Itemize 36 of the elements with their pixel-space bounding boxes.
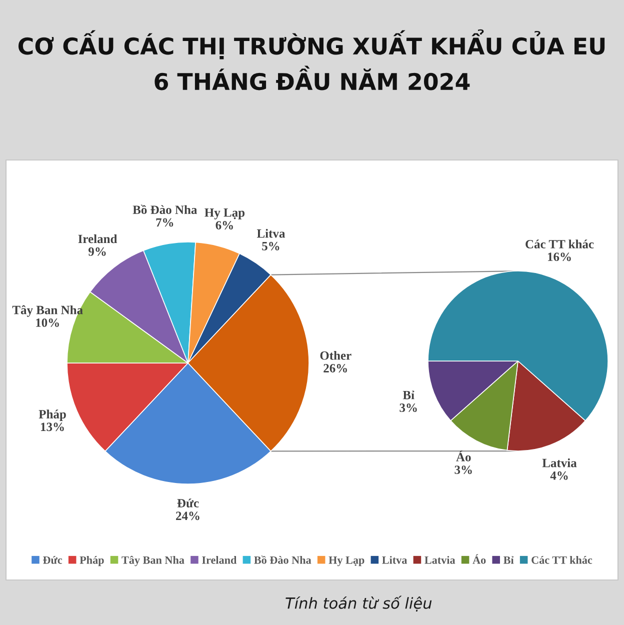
data-label: 3% xyxy=(400,404,417,412)
legend-label: Latvia xyxy=(424,556,456,564)
slice-label: Các TT khác xyxy=(526,240,594,248)
slice-label: Latvia xyxy=(542,458,577,468)
legend-label: Hy Lạp xyxy=(328,556,364,566)
legend-label: Các TT khác xyxy=(532,556,592,564)
slice-label: Other xyxy=(320,351,352,360)
legend-label: Áo xyxy=(472,554,486,564)
slice-label: Bỉ xyxy=(402,390,414,400)
slice-label: Áo xyxy=(456,450,471,462)
data-label: 6% xyxy=(216,221,233,230)
slice-label: Pháp xyxy=(38,410,66,421)
data-label: 10% xyxy=(36,318,59,327)
slice-label: Hy Lạp xyxy=(204,208,245,220)
data-label: 9% xyxy=(88,247,106,256)
data-label: 3% xyxy=(454,466,472,474)
data-label: 7% xyxy=(156,218,174,227)
legend-label: Bồ Đào Nha xyxy=(254,556,312,564)
legend-label: Pháp xyxy=(80,556,104,566)
chart-title: CƠ CẤU CÁC THỊ TRƯỜNG XUẤT KHẨU CỦA EU 6 THÁNG ĐẦU NĂM 2024 xyxy=(18,29,605,90)
legend-label: Ireland xyxy=(202,556,237,564)
legend-label: Litva xyxy=(382,556,408,564)
slice-label: Đức xyxy=(177,498,199,508)
data-label: 26% xyxy=(324,364,347,372)
slice-label: Ireland xyxy=(78,234,118,244)
legend-label: Tây Ban Nha xyxy=(122,556,184,566)
legend-label: Bỉ xyxy=(504,556,514,564)
data-label: 5% xyxy=(262,242,280,250)
data-label: 16% xyxy=(548,252,571,262)
data-label: 24% xyxy=(176,512,200,520)
data-label: 4% xyxy=(550,471,568,480)
data-label: 13% xyxy=(41,422,64,432)
slice-label: Litva xyxy=(256,228,286,238)
legend-label: Đức xyxy=(43,556,62,564)
text: Tính toán từ số liệu xyxy=(286,596,432,612)
slice-label: Bồ Đào Nha xyxy=(132,204,198,214)
